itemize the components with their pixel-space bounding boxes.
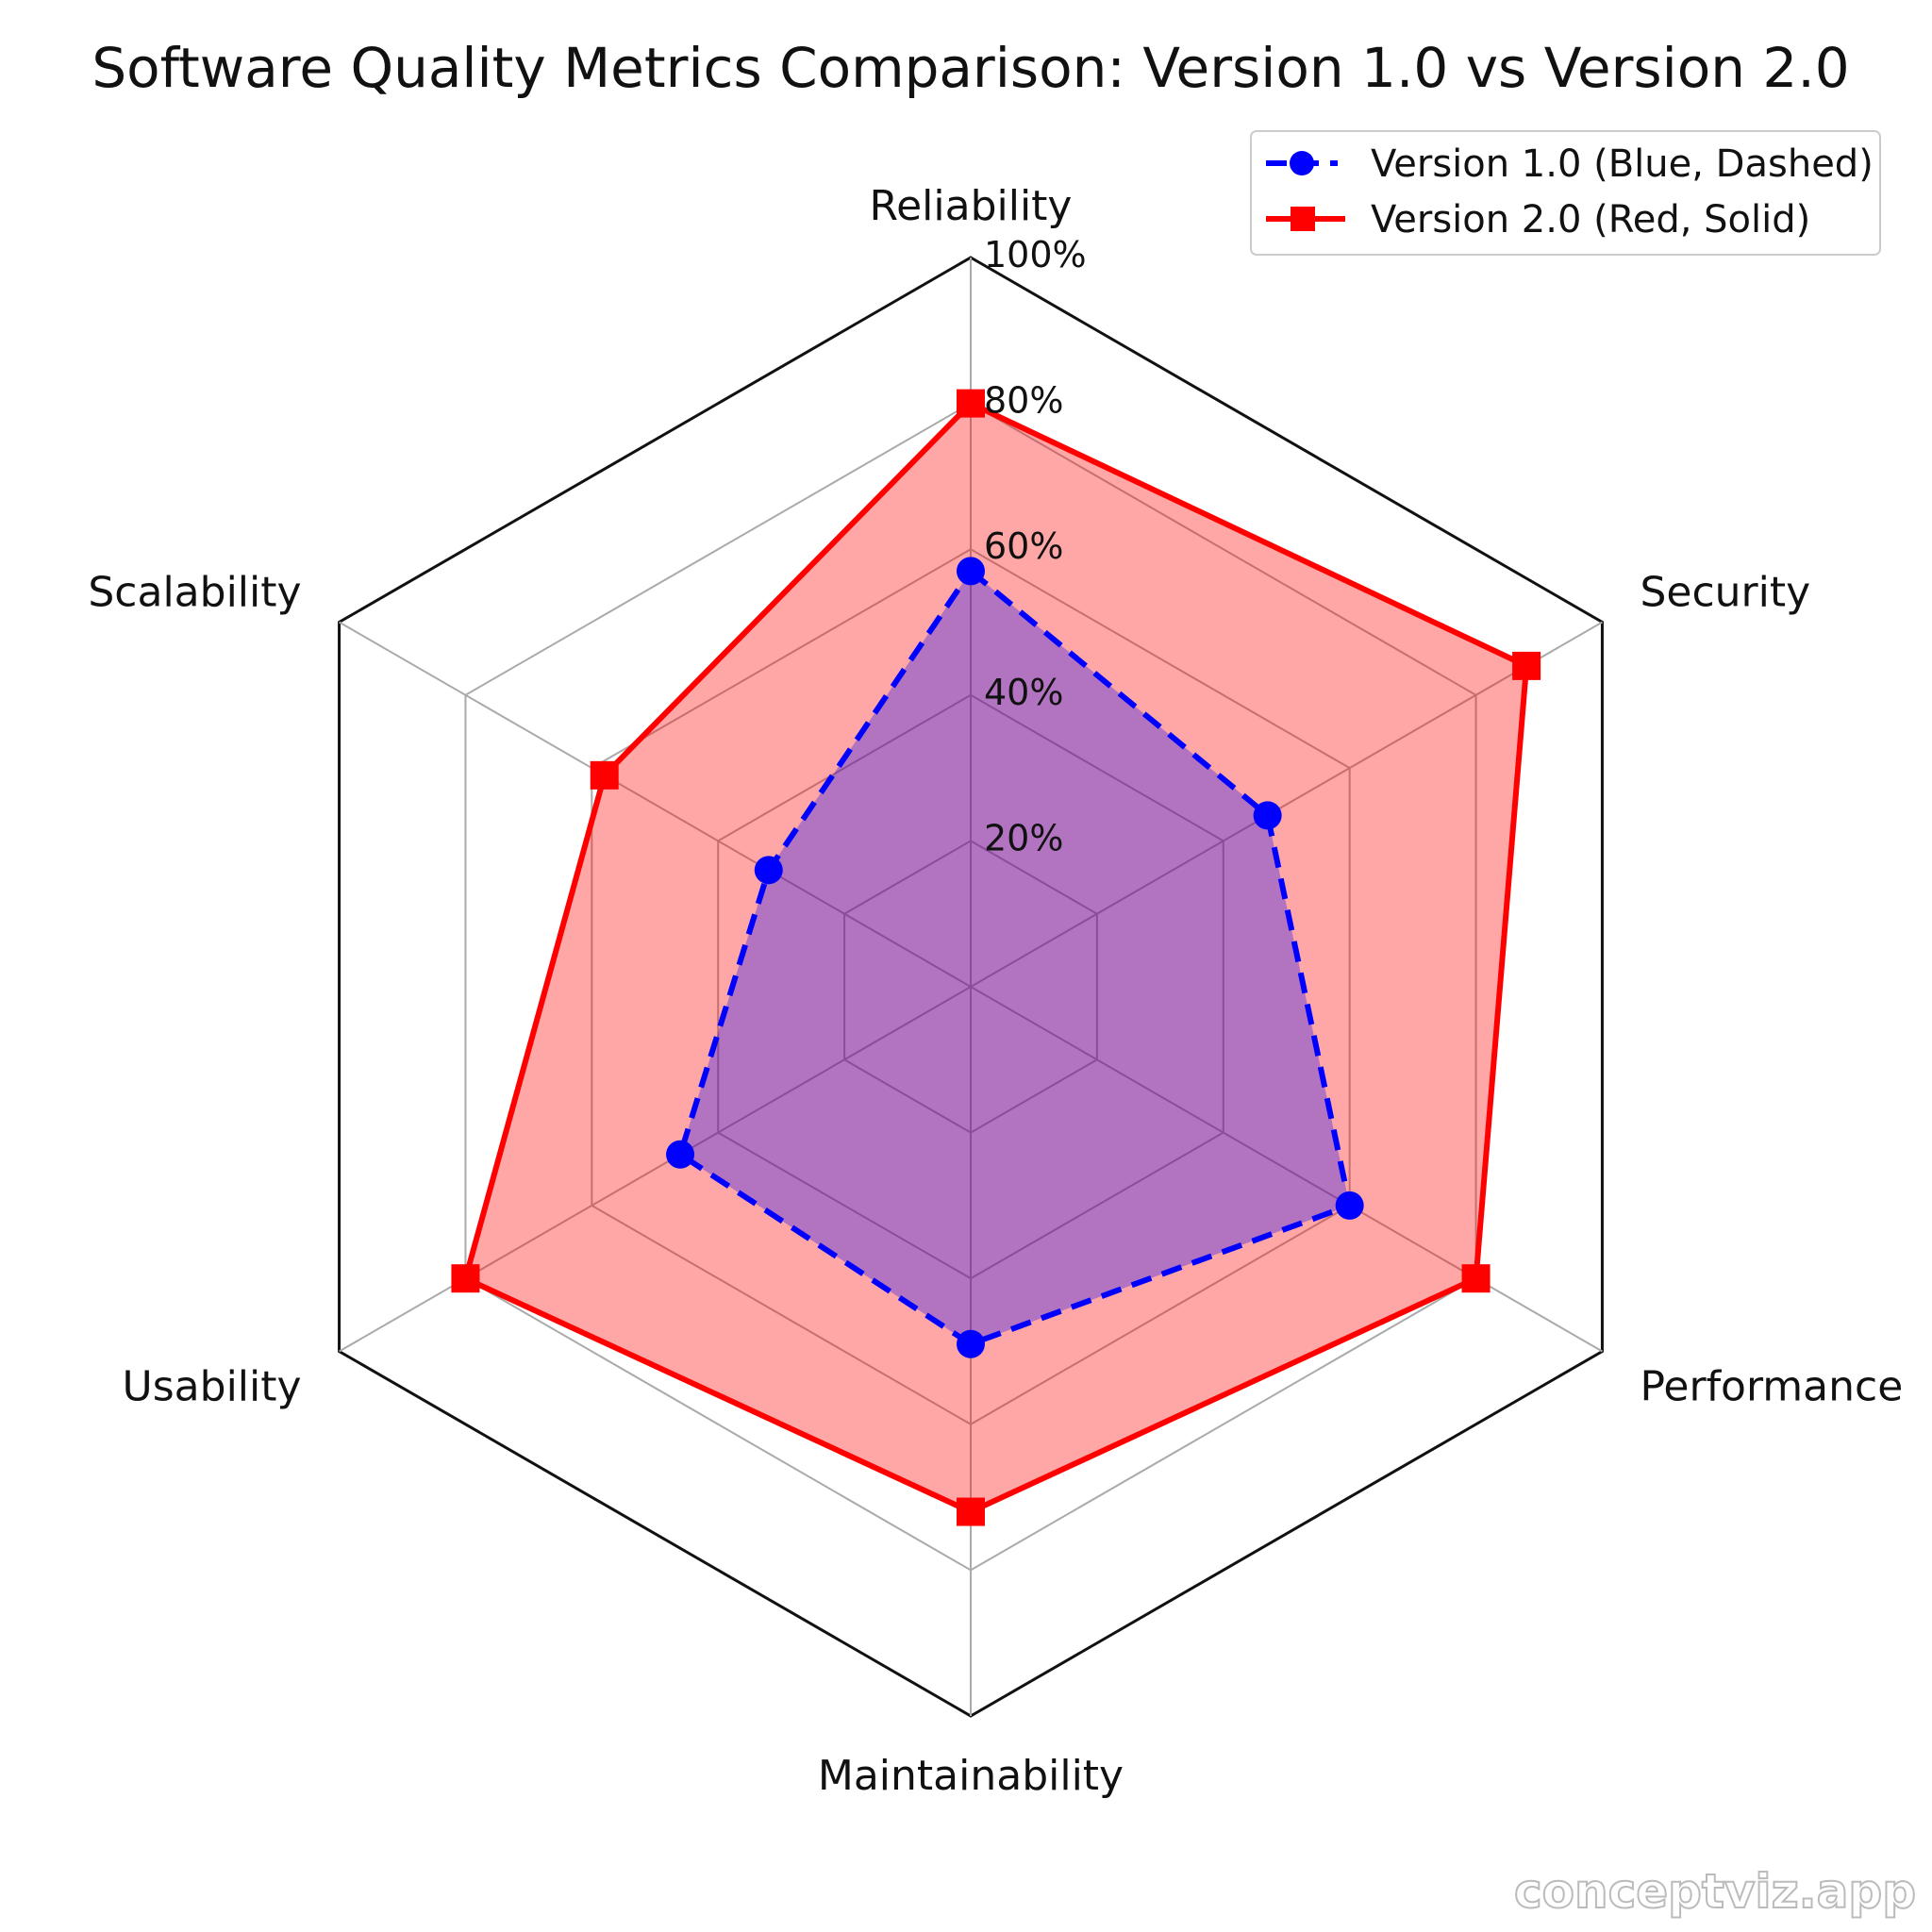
series-fill <box>465 403 1527 1512</box>
grid-spoke <box>970 621 1603 988</box>
grid <box>338 256 1604 1718</box>
axis-label-reliability: Reliability <box>870 182 1073 230</box>
axis-label-usability: Usability <box>123 1363 302 1411</box>
tick-label: 100% <box>984 234 1087 275</box>
data-point <box>666 1140 695 1169</box>
axis-label-performance: Performance <box>1640 1363 1903 1411</box>
axis-label-scalability: Scalability <box>88 569 301 617</box>
legend-label-v1: Version 1.0 (Blue, Dashed) <box>1371 142 1874 186</box>
data-point <box>957 1329 985 1358</box>
legend-box <box>1250 130 1881 256</box>
tick-label: 60% <box>984 525 1063 567</box>
data-point <box>957 1497 985 1526</box>
tick-labels: 20% 40% 60% 80% 100% <box>984 234 1087 858</box>
tick-label: 80% <box>984 380 1063 422</box>
data-point <box>451 1264 480 1293</box>
data-point <box>1461 1264 1491 1293</box>
series-fill <box>680 571 1350 1344</box>
axis-label-maintainability: Maintainability <box>818 1752 1124 1800</box>
axis-label-security: Security <box>1640 569 1810 617</box>
chart-title: Software Quality Metrics Comparison: Ver… <box>92 36 1849 100</box>
legend: Version 1.0 (Blue, Dashed) Version 2.0 (… <box>1250 130 1881 256</box>
data-point <box>957 557 985 586</box>
series-layer <box>451 389 1541 1526</box>
data-point <box>754 856 783 885</box>
tick-label: 20% <box>984 817 1063 858</box>
watermark: conceptviz.app <box>1514 1864 1916 1919</box>
data-point <box>590 760 619 790</box>
data-point <box>1253 801 1282 830</box>
legend-marker-v1 <box>1290 151 1314 175</box>
data-point <box>1512 651 1541 680</box>
data-point <box>957 389 985 418</box>
data-point <box>1335 1191 1364 1220</box>
axis-labels: Reliability Security Performance Maintainab… <box>88 182 1903 1800</box>
grid-spoke <box>339 986 972 1353</box>
tick-label: 40% <box>984 672 1063 713</box>
legend-label-v2: Version 2.0 (Red, Solid) <box>1371 198 1810 242</box>
legend-marker-v2 <box>1291 207 1315 231</box>
grid-spoke <box>970 986 1603 1353</box>
grid-spoke <box>339 621 972 988</box>
